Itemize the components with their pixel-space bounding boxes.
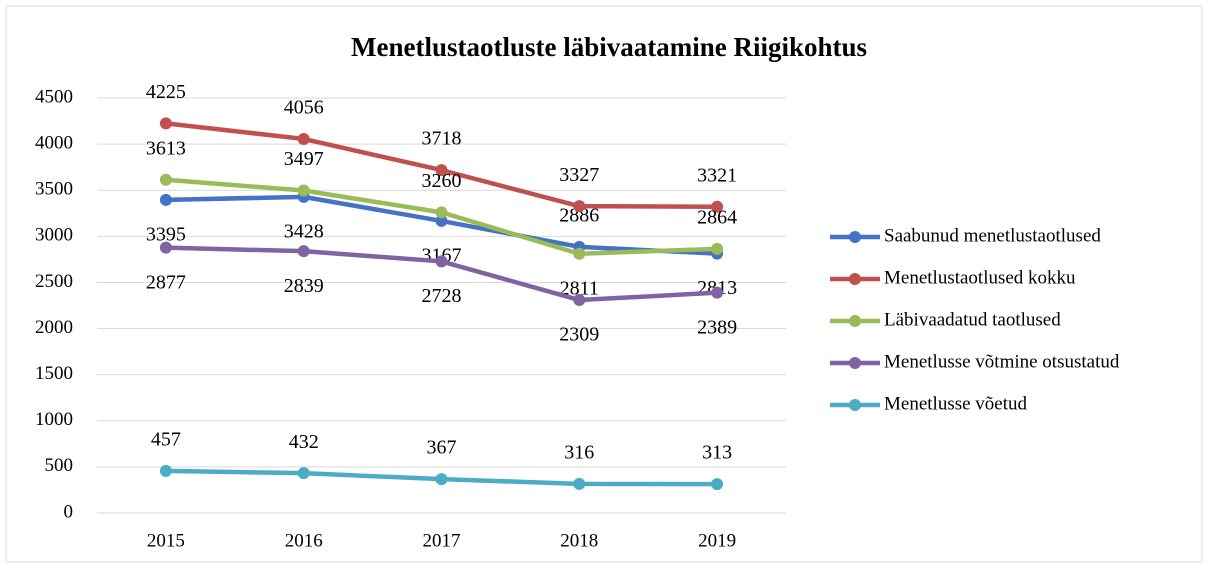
data-label: 3321 (697, 164, 737, 186)
y-tick-label: 500 (45, 455, 74, 476)
data-label: 3260 (422, 170, 462, 192)
data-point (573, 247, 586, 260)
data-label: 316 (564, 441, 594, 463)
legend-marker (849, 357, 861, 369)
data-point (159, 173, 172, 186)
data-label: 2389 (697, 316, 737, 338)
data-point (435, 473, 448, 486)
legend-marker (849, 231, 861, 243)
data-point (711, 200, 724, 213)
data-label: 2839 (284, 275, 324, 297)
data-label: 2877 (146, 271, 186, 293)
data-label: 3395 (146, 223, 186, 245)
data-label: 457 (151, 428, 181, 450)
data-label: 3718 (422, 128, 462, 150)
y-tick-label: 4000 (35, 132, 73, 153)
legend-label: Läbivaadatud taotlused (884, 309, 1061, 330)
data-point (573, 294, 586, 307)
legend-label: Menetlustaotlused kokku (884, 267, 1076, 288)
chart-title: Menetlustaotluste läbivaatamine Riigikoh… (351, 32, 867, 62)
y-tick-label: 1500 (35, 363, 73, 384)
data-point (297, 132, 310, 145)
legend-marker (849, 273, 861, 285)
data-point (297, 184, 310, 197)
legend-label: Menetlusse võetud (884, 393, 1028, 414)
data-point (297, 245, 310, 258)
x-tick-label: 2016 (285, 530, 323, 551)
data-label: 313 (702, 442, 732, 464)
data-point (159, 193, 172, 206)
legend-label: Saabunud menetlustaotlused (884, 225, 1101, 246)
legend-label: Menetlusse võtmine otsustatud (884, 351, 1120, 372)
data-point (711, 286, 724, 299)
x-tick-label: 2018 (560, 530, 598, 551)
data-label: 2886 (559, 204, 599, 226)
data-point (711, 242, 724, 255)
data-label: 4056 (284, 97, 324, 119)
legend-marker (849, 315, 861, 327)
data-point (159, 241, 172, 254)
data-label: 3497 (284, 148, 324, 170)
data-label: 3428 (284, 220, 324, 242)
data-point (297, 467, 310, 480)
y-tick-label: 2500 (35, 271, 73, 292)
data-label: 367 (427, 437, 457, 459)
y-tick-label: 3000 (35, 225, 73, 246)
data-point (435, 255, 448, 268)
data-point (435, 206, 448, 219)
data-point (435, 164, 448, 177)
data-label: 432 (289, 431, 319, 453)
x-tick-label: 2019 (698, 530, 736, 551)
data-label: 2728 (422, 285, 462, 307)
data-label: 2864 (697, 206, 737, 228)
data-label: 4225 (146, 81, 186, 103)
legend-marker (849, 399, 861, 411)
data-label: 3327 (559, 164, 599, 186)
data-point (159, 117, 172, 130)
data-point (573, 200, 586, 213)
x-tick-label: 2017 (423, 530, 461, 551)
data-point (573, 477, 586, 490)
y-tick-label: 3500 (35, 179, 73, 200)
data-point (711, 478, 724, 491)
data-label: 3613 (146, 137, 186, 159)
data-label: 2309 (559, 324, 599, 346)
y-tick-label: 0 (64, 501, 74, 522)
y-tick-label: 4500 (35, 86, 73, 107)
data-point (159, 464, 172, 477)
y-tick-label: 2000 (35, 317, 73, 338)
x-tick-label: 2015 (147, 530, 185, 551)
data-label: 2811 (560, 277, 599, 299)
y-tick-label: 1000 (35, 409, 73, 430)
data-point (435, 214, 448, 227)
